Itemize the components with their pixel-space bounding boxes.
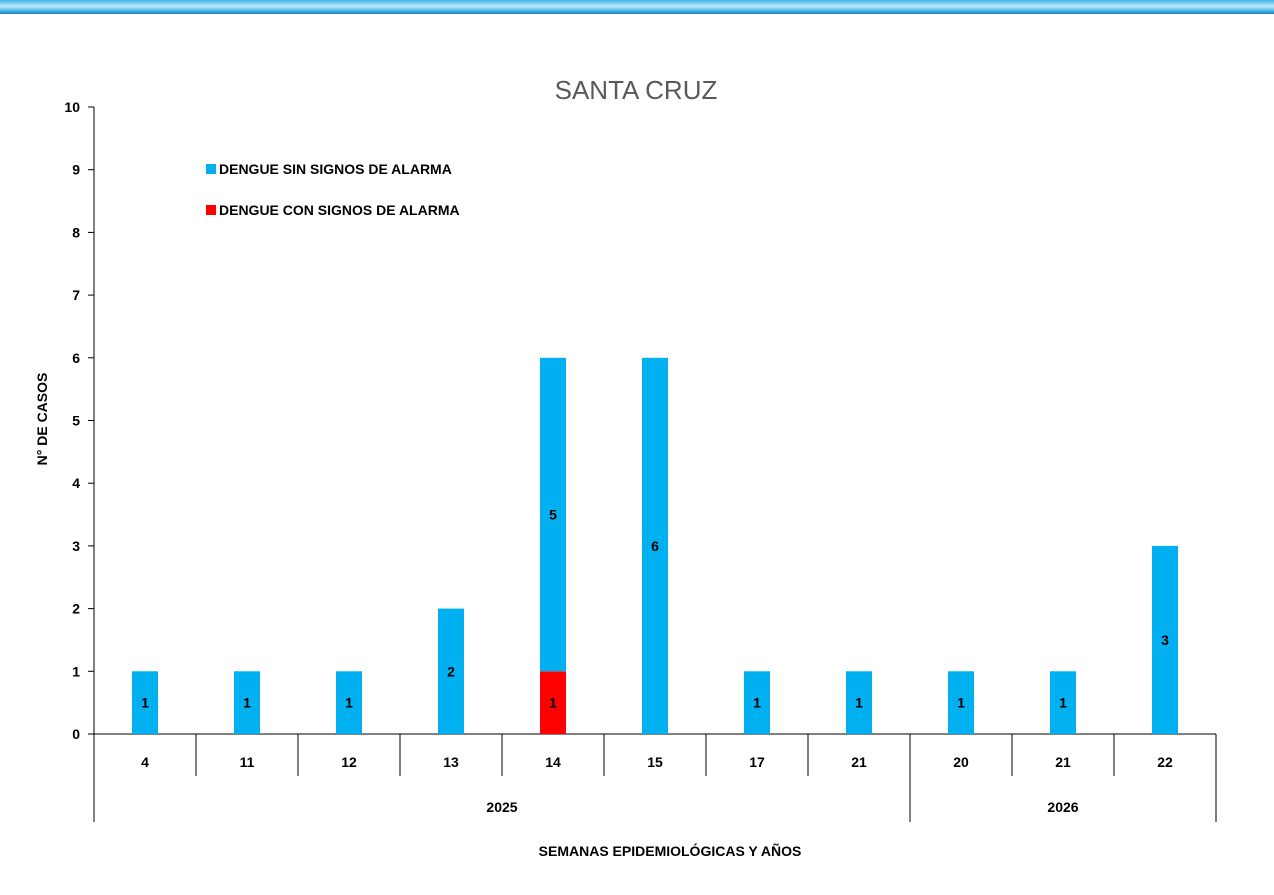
data-label: 1 [549,695,557,711]
y-axis-title: N° DE CASOS [34,373,50,466]
bar-segment [438,608,464,734]
data-label: 3 [1161,632,1169,648]
legend-swatch [206,164,216,174]
bar-segment [744,671,770,734]
legend-swatch [206,205,216,215]
data-label: 1 [1059,695,1067,711]
bar-segment [846,671,872,734]
top-decorative-band [0,0,1274,14]
data-label: 1 [957,695,965,711]
x-category-label: 21 [851,754,867,770]
bar-segment [336,671,362,734]
y-tick-label: 5 [72,413,80,429]
x-category-label: 17 [749,754,765,770]
y-tick-label: 8 [72,224,80,240]
bar-segment [540,671,566,734]
y-tick-label: 4 [72,475,80,491]
bar-segment [132,671,158,734]
bar-segment [1050,671,1076,734]
data-label: 2 [447,663,455,679]
bar-segment [948,671,974,734]
data-labels-layer: 1 1 1 1 2 5 6 1 1 1 1 3 [141,507,1169,711]
bar-segment [234,671,260,734]
y-tick-label: 9 [72,162,80,178]
x-group-label: 2025 [486,799,517,815]
legend-label: DENGUE CON SIGNOS DE ALARMA [219,202,460,218]
data-label: 1 [753,695,761,711]
x-category-label: 14 [545,754,561,770]
chart-title: SANTA CRUZ [555,75,718,105]
x-category-label: 22 [1157,754,1173,770]
y-tick-label: 2 [72,601,80,617]
y-tick-label: 6 [72,350,80,366]
x-category-label: 15 [647,754,663,770]
bar-segment [642,357,668,734]
data-label: 1 [141,695,149,711]
y-tick-label: 1 [72,663,80,679]
data-label: 1 [345,695,353,711]
x-category-label: 20 [953,754,969,770]
x-group-label: 2026 [1047,799,1078,815]
x-category-label: 4 [141,754,149,770]
data-label: 6 [651,538,659,554]
legend-label: DENGUE SIN SIGNOS DE ALARMA [219,161,452,177]
bars-layer [132,357,1178,734]
x-category-label: 11 [240,754,255,770]
x-category-label: 21 [1055,754,1071,770]
data-label: 1 [243,695,251,711]
x-axis: 4 11 12 13 14 15 17 21 20 21 22 2025 2026 [93,733,1217,822]
bar-segment [1152,545,1178,734]
y-tick-label: 3 [72,538,80,554]
data-label: 5 [549,507,557,523]
x-category-label: 13 [443,754,459,770]
y-tick-label: 7 [72,287,80,303]
bar-segment [540,357,566,672]
data-label: 1 [855,695,863,711]
legend: DENGUE SIN SIGNOS DE ALARMA DENGUE CON SI… [206,161,460,218]
x-category-label: 12 [341,754,357,770]
y-axis: 0 1 2 3 4 5 6 7 8 9 10 [64,99,95,742]
y-tick-label: 10 [64,99,80,115]
x-axis-title: SEMANAS EPIDEMIOLÓGICAS Y AÑOS [539,842,802,859]
y-tick-label: 0 [72,726,80,742]
